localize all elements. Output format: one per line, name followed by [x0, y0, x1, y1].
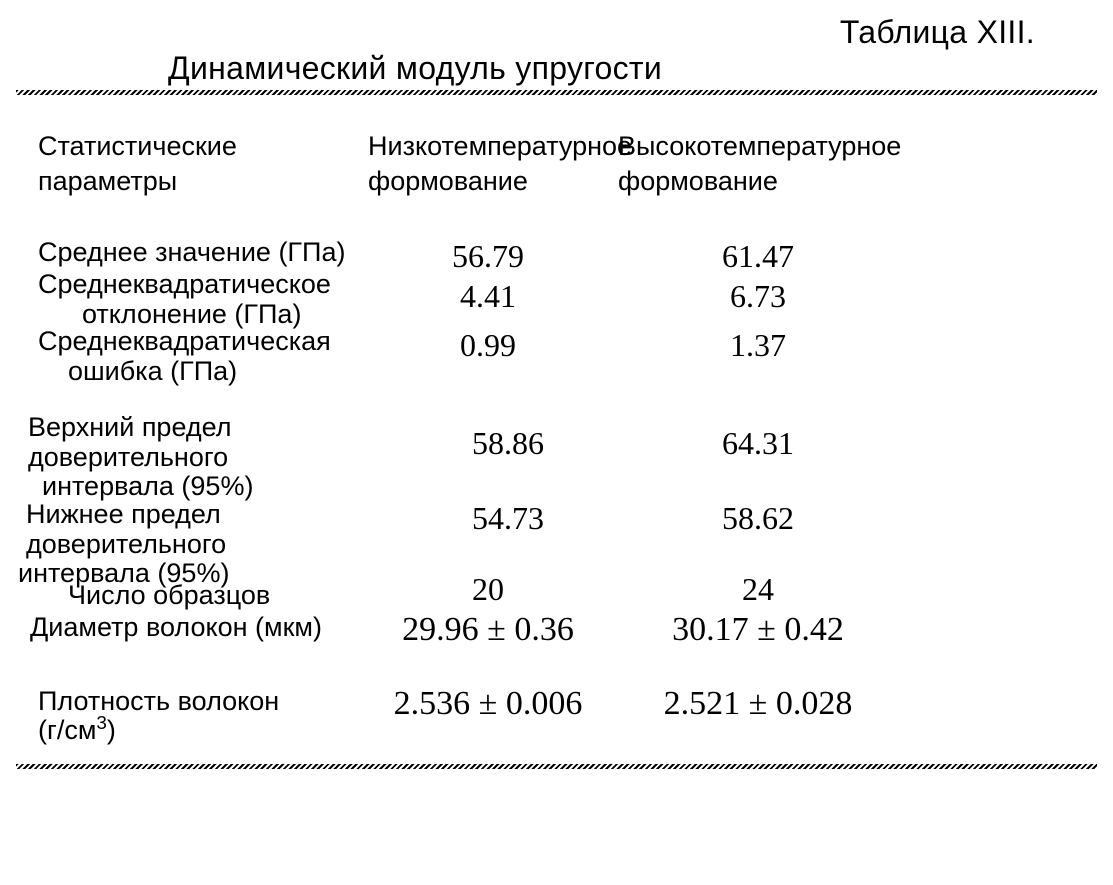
- table-caption: Динамический модуль упругости: [168, 50, 662, 87]
- value-ci-lower-low: 54.73: [398, 500, 618, 534]
- label-ci-lower: Нижнее предел доверительного интервала (…: [18, 500, 398, 589]
- label-density-unit: (г/см3): [38, 715, 116, 745]
- value-diameter-high: 30.17 ± 0.42: [672, 611, 844, 648]
- value-mean-low: 56.79: [358, 238, 618, 272]
- label-density-unit-sup: 3: [96, 713, 107, 734]
- value-stderr-high: 1.37: [618, 327, 898, 361]
- value-stderr-low: 0.99: [358, 327, 618, 361]
- table-number-label: Таблица XIII.: [840, 14, 1035, 51]
- row-fiber-diameter: Диаметр волокон (мкм) 29.96 ± 0.36 30.17…: [18, 613, 1095, 647]
- label-fiber-diameter: Диаметр волокон (мкм): [18, 613, 358, 643]
- value-n-high: 24: [742, 571, 774, 605]
- label-fiber-density: Плотность волокон (г/см3): [18, 687, 358, 746]
- label-stderr: Среднеквадратическая ошибка (ГПа): [18, 327, 358, 386]
- value-mean-high: 61.47: [618, 238, 898, 272]
- row-mean: Среднее значение (ГПа) 56.79 61.47: [18, 216, 1095, 272]
- col-header-high-temp: Высокотемпературное формование: [618, 129, 898, 198]
- col-header-high-temp-text: Высокотемпературное формование: [618, 131, 901, 196]
- bottom-rule: [16, 764, 1097, 769]
- col-header-low-temp: Низкотемпературное формование: [358, 129, 618, 198]
- stats-table: Статистические параметры Низкотемператур…: [18, 95, 1095, 746]
- value-diameter-low: 29.96 ± 0.36: [402, 611, 574, 648]
- label-density-unit-pre: (г/см: [38, 715, 96, 745]
- label-ci-upper-l1: Верхний предел доверительного: [28, 412, 232, 472]
- row-fiber-density: Плотность волокон (г/см3) 2.536 ± 0.006 …: [18, 647, 1095, 746]
- value-ci-upper-high: 64.31: [618, 413, 898, 459]
- label-n-samples: Число образцов: [18, 581, 358, 611]
- value-density-low: 2.536 ± 0.006: [394, 685, 583, 722]
- value-density-high: 2.521 ± 0.028: [664, 685, 853, 722]
- value-n-low: 20: [472, 571, 504, 605]
- label-stderr-l2: ошибка (ГПа): [38, 357, 358, 387]
- label-ci-lower-l1: Нижнее предел доверительного: [26, 499, 226, 559]
- value-ci-lower-high: 58.62: [618, 500, 898, 534]
- label-mean: Среднее значение (ГПа): [18, 238, 358, 268]
- label-stderr-l1: Среднеквадратическая: [38, 326, 331, 356]
- row-n-samples: Число образцов 20 24: [18, 581, 1095, 611]
- col-header-parameters-text: Статистические параметры: [38, 131, 237, 196]
- col-header-low-temp-text: Низкотемпературное формование: [368, 131, 632, 196]
- value-stddev-high: 6.73: [618, 270, 898, 312]
- label-ci-upper-l2: интервала (95%): [28, 472, 398, 502]
- label-density-unit-post: ): [107, 715, 116, 745]
- label-stddev-l1: Среднеквадратическое: [38, 269, 331, 299]
- label-stddev-l2: отклонение (ГПа): [38, 300, 358, 330]
- row-stddev: Среднеквадратическое отклонение (ГПа) 4.…: [18, 270, 1095, 329]
- label-stddev: Среднеквадратическое отклонение (ГПа): [18, 270, 358, 329]
- label-ci-upper: Верхний предел доверительного интервала …: [18, 413, 398, 502]
- value-stddev-low: 4.41: [358, 270, 618, 312]
- row-ci-upper: Верхний предел доверительного интервала …: [18, 387, 1095, 502]
- header-area: Таблица XIII. Динамический модуль упруго…: [18, 14, 1095, 90]
- table-xiii-page: Таблица XIII. Динамический модуль упруго…: [0, 0, 1113, 885]
- row-ci-lower: Нижнее предел доверительного интервала (…: [18, 500, 1095, 589]
- table-header-row: Статистические параметры Низкотемператур…: [18, 125, 1095, 216]
- col-header-parameters: Статистические параметры: [18, 129, 358, 198]
- label-density-l1: Плотность волокон: [38, 686, 279, 716]
- value-ci-upper-low: 58.86: [398, 413, 618, 459]
- row-stderr: Среднеквадратическая ошибка (ГПа) 0.99 1…: [18, 327, 1095, 386]
